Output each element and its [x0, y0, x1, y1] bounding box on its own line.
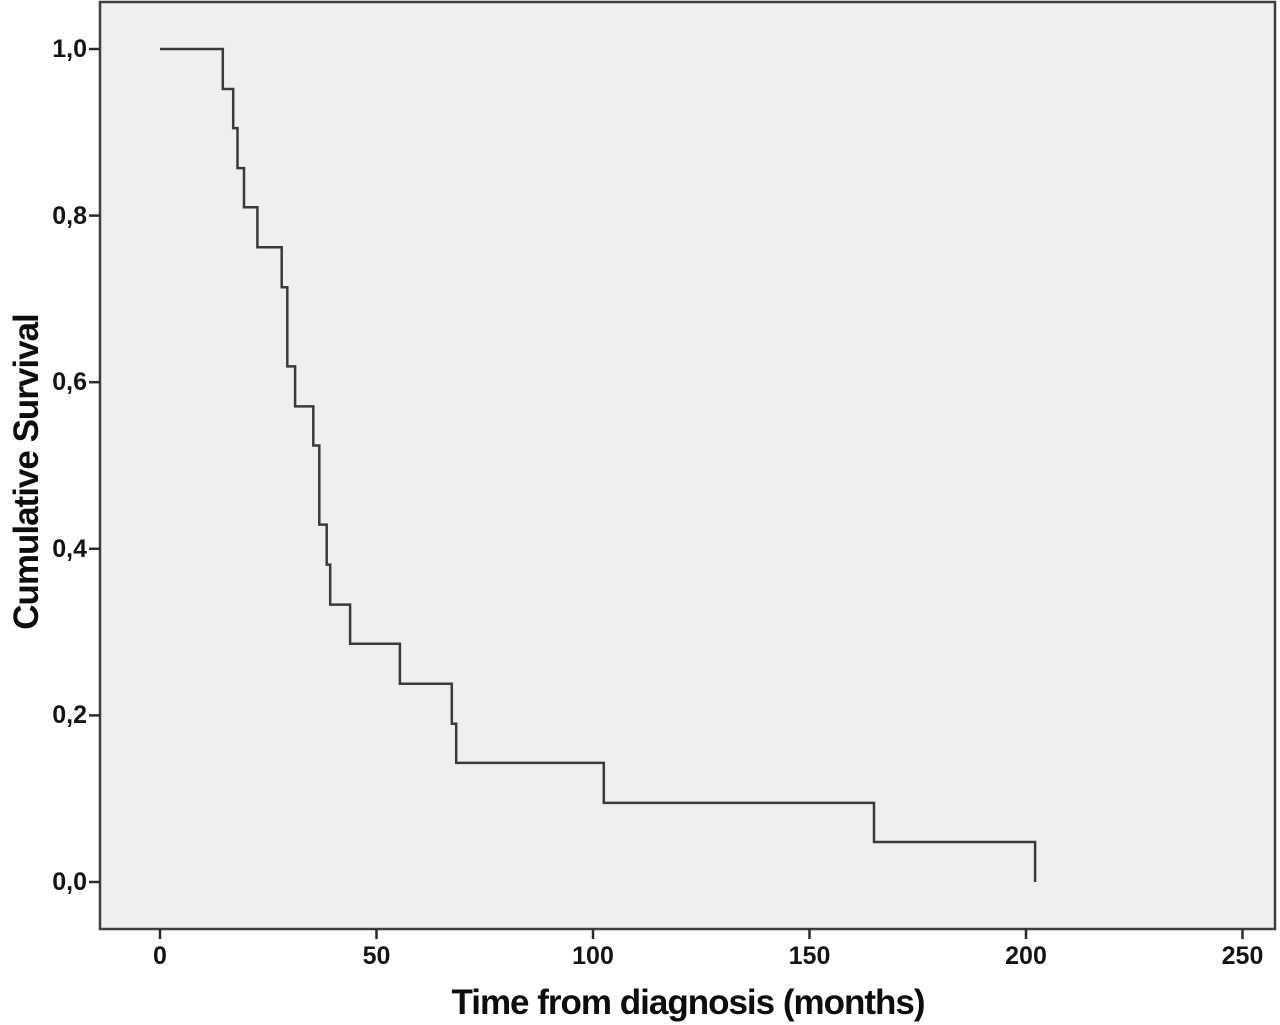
y-tick-label-0,4: 0,4 [52, 534, 87, 563]
y-tick-label-0,6: 0,6 [52, 368, 87, 397]
x-tick-label-150: 150 [788, 942, 831, 970]
survival-curve-line [160, 47, 1037, 882]
x-axis-title: Time from diagnosis (months) [451, 983, 925, 1022]
y-tick-label-0,8: 0,8 [52, 201, 87, 230]
y-tick-label-0,0: 0,0 [52, 868, 87, 896]
x-axis-ticks [158, 929, 1244, 939]
x-tick-label-250: 250 [1221, 942, 1264, 970]
x-tick-label-0: 0 [153, 942, 167, 970]
x-tick-label-100: 100 [572, 942, 614, 970]
x-tick-label-50: 50 [362, 942, 391, 970]
y-axis-ticks [89, 47, 100, 884]
y-tick-label-1,0: 1,0 [52, 35, 87, 63]
y-tick-label-0,2: 0,2 [52, 701, 87, 730]
x-tick-label-200: 200 [1005, 942, 1047, 970]
plot-area [98, 0, 1277, 931]
